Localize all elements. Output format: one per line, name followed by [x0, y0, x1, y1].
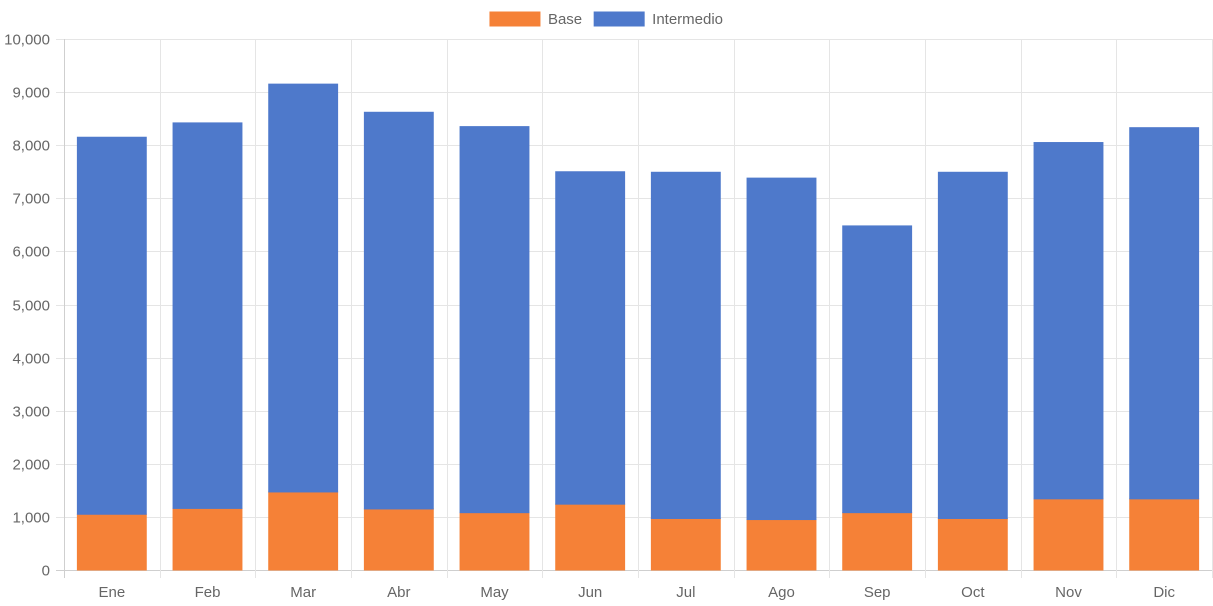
bar-base-abr[interactable] [363, 508, 434, 571]
bar-intermedio-nov[interactable] [1033, 142, 1104, 500]
bar-intermedio-dic[interactable] [1129, 127, 1200, 500]
y-tick-label: 9,000 [12, 85, 50, 102]
x-tick-label: Mar [290, 584, 316, 601]
bar-base-jun[interactable] [555, 503, 626, 571]
y-tick-label: 10,000 [4, 32, 50, 49]
bar-base-feb[interactable] [172, 507, 243, 571]
bar-base-jul[interactable] [650, 517, 721, 571]
bar-base-oct[interactable] [937, 517, 1008, 571]
x-tick-label: Sep [864, 584, 891, 601]
x-tick-label: Ago [768, 584, 795, 601]
bar-intermedio-abr[interactable] [363, 111, 434, 510]
bar-intermedio-mar[interactable] [268, 83, 339, 493]
grid-layer [56, 39, 1213, 578]
bar-base-sep[interactable] [842, 512, 913, 571]
bar-base-nov[interactable] [1033, 498, 1104, 571]
legend-label: Intermedio [652, 11, 723, 28]
bar-base-dic[interactable] [1129, 498, 1200, 571]
bar-intermedio-jul[interactable] [650, 171, 721, 519]
x-tick-label: Dic [1153, 584, 1175, 601]
y-tick-label: 5,000 [12, 298, 50, 315]
x-tick-label: Jun [578, 584, 602, 601]
y-tick-label: 4,000 [12, 351, 50, 368]
bar-intermedio-ago[interactable] [746, 177, 817, 521]
legend-swatch-base [489, 11, 541, 27]
y-tick-label: 0 [42, 563, 50, 580]
bar-base-may[interactable] [459, 512, 530, 571]
y-tick-label: 2,000 [12, 457, 50, 474]
legend[interactable]: Base Intermedio [489, 11, 723, 28]
x-tick-label: Feb [195, 584, 221, 601]
legend-item-intermedio[interactable]: Intermedio [593, 11, 723, 28]
x-tick-label: Ene [98, 584, 125, 601]
bar-intermedio-jun[interactable] [555, 171, 626, 505]
x-tick-label: Jul [676, 584, 695, 601]
x-tick-label: Abr [387, 584, 410, 601]
bar-base-mar[interactable] [268, 491, 339, 571]
legend-item-base[interactable]: Base [489, 11, 582, 28]
y-tick-label: 6,000 [12, 244, 50, 261]
bar-intermedio-may[interactable] [459, 126, 530, 514]
bars-layer [76, 83, 1200, 571]
y-tick-label: 1,000 [12, 510, 50, 527]
legend-label: Base [548, 11, 582, 28]
x-tick-label: Oct [961, 584, 985, 601]
bar-base-ene[interactable] [76, 513, 147, 571]
y-tick-label: 8,000 [12, 138, 50, 155]
bar-intermedio-feb[interactable] [172, 122, 243, 509]
bar-intermedio-oct[interactable] [937, 171, 1008, 519]
bar-intermedio-sep[interactable] [842, 225, 913, 514]
x-axis: Ene Feb Mar Abr May Jun Jul Ago Sep Oct Nov Dic [98, 584, 1175, 601]
y-axis: 0 1,000 2,000 3,000 4,000 5,000 6,000 7,000 8,00… [4, 32, 50, 580]
x-tick-label: Nov [1055, 584, 1082, 601]
bar-intermedio-ene[interactable] [76, 136, 147, 515]
y-tick-label: 3,000 [12, 404, 50, 421]
y-tick-label: 7,000 [12, 191, 50, 208]
x-tick-label: May [480, 584, 509, 601]
legend-swatch-intermedio [593, 11, 645, 27]
bar-base-ago[interactable] [746, 519, 817, 571]
